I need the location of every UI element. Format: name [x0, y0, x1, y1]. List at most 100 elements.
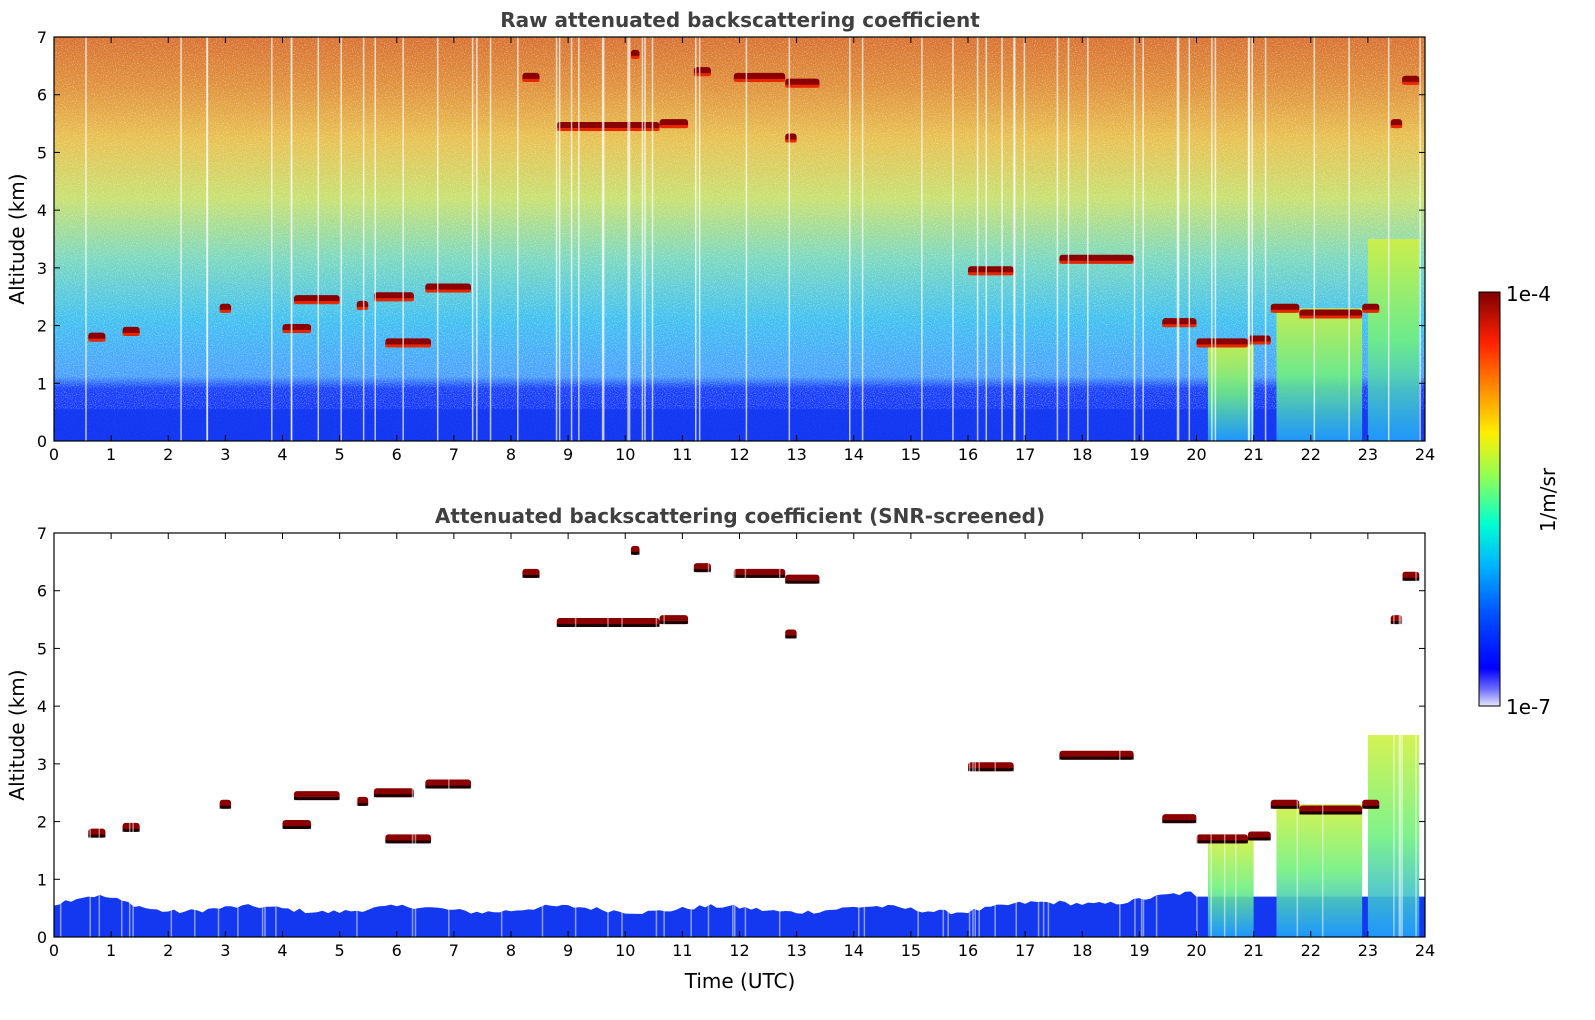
- data-gap: [1415, 533, 1417, 937]
- data-gap: [356, 533, 358, 937]
- data-gap: [976, 37, 979, 441]
- data-gap: [621, 533, 623, 937]
- y-tick-label: 6: [37, 582, 47, 601]
- cloud-base: [282, 825, 312, 829]
- cloud-base: [356, 306, 369, 310]
- cloud-base: [373, 298, 414, 302]
- cloud-base: [122, 828, 140, 832]
- data-gap: [1296, 533, 1299, 937]
- x-tick-label: 1: [106, 445, 116, 464]
- x-axis-label: Time (UTC): [684, 969, 796, 993]
- data-gap: [978, 533, 980, 937]
- data-gap: [340, 37, 342, 441]
- data-gap: [1196, 533, 1198, 937]
- cloud-base: [1247, 341, 1271, 345]
- data-gap: [627, 37, 629, 441]
- cloud-base: [733, 574, 786, 578]
- cloud-base: [522, 78, 540, 82]
- x-tick-label: 14: [844, 941, 864, 960]
- data-gap: [1067, 37, 1070, 441]
- y-tick-label: 2: [37, 813, 47, 832]
- data-gap: [744, 533, 747, 937]
- x-tick-label: 22: [1301, 445, 1321, 464]
- cloud-base: [385, 840, 432, 844]
- data-gap: [120, 533, 123, 937]
- x-tick-label: 21: [1243, 445, 1263, 464]
- y-tick-label: 2: [37, 317, 47, 336]
- cloud-base: [1390, 621, 1403, 625]
- data-gap: [448, 533, 450, 937]
- y-tick-label: 5: [37, 639, 47, 658]
- data-gap: [641, 37, 644, 441]
- data-gap: [402, 37, 404, 441]
- x-tick-label: 19: [1129, 941, 1149, 960]
- data-gap: [694, 37, 697, 441]
- data-gap: [1264, 37, 1267, 441]
- y-axis-label: Altitude (km): [5, 669, 29, 800]
- chart-title: Raw attenuated backscattering coefficien…: [500, 8, 980, 32]
- x-tick-label: 23: [1358, 941, 1378, 960]
- x-tick-label: 17: [1015, 445, 1035, 464]
- data-gap: [1142, 37, 1144, 441]
- x-tick-label: 4: [277, 445, 287, 464]
- colorbar-max-label: 1e-4: [1506, 282, 1551, 306]
- x-tick-label: 14: [844, 445, 864, 464]
- x-tick-label: 16: [958, 445, 978, 464]
- data-gap: [264, 533, 266, 937]
- x-tick-label: 8: [506, 941, 516, 960]
- cloud-base: [556, 127, 660, 131]
- cloud-base: [373, 794, 414, 798]
- data-gap: [1087, 37, 1089, 441]
- plot-area: [54, 37, 1425, 441]
- cloud-base: [88, 834, 106, 838]
- cloud-base: [1402, 577, 1420, 581]
- cloud-base: [785, 635, 797, 639]
- x-tick-label: 18: [1072, 445, 1092, 464]
- y-tick-label: 3: [37, 259, 47, 278]
- data-gap: [411, 533, 414, 937]
- data-gap: [570, 37, 573, 441]
- cloud-base: [356, 802, 369, 806]
- data-gap: [362, 37, 365, 441]
- cloud-base: [1299, 315, 1363, 319]
- data-gap: [1313, 37, 1316, 441]
- y-tick-label: 7: [37, 524, 47, 543]
- data-gap: [89, 533, 91, 937]
- noise-speckle: [54, 37, 1425, 441]
- cloud-base: [1362, 805, 1380, 809]
- data-gap: [555, 37, 558, 441]
- data-gap: [733, 533, 736, 937]
- x-tick-label: 5: [335, 445, 345, 464]
- y-tick-label: 3: [37, 755, 47, 774]
- x-tick-label: 2: [163, 941, 173, 960]
- cloud-base: [693, 73, 711, 77]
- data-gap: [574, 533, 577, 937]
- data-gap: [1251, 37, 1253, 441]
- cloud-base: [659, 621, 689, 625]
- y-axis: 0 1 2 3 4 5 6 7: [37, 524, 1425, 947]
- precipitation-column: [1276, 804, 1363, 937]
- y-tick-label: 1: [37, 374, 47, 393]
- data-gap: [374, 37, 376, 441]
- boundary-layer: [54, 891, 1425, 937]
- x-tick-label: 7: [449, 941, 459, 960]
- data-gap: [1014, 37, 1016, 441]
- x-tick-label: 9: [563, 941, 573, 960]
- cloud-base: [122, 332, 140, 336]
- x-tick-label: 18: [1072, 941, 1092, 960]
- data-gap: [500, 533, 503, 937]
- data-gap: [541, 533, 544, 937]
- data-gap: [921, 37, 923, 441]
- data-gap: [237, 533, 239, 937]
- data-gap: [1188, 37, 1191, 441]
- cloud-base: [425, 289, 472, 293]
- data-gap: [98, 533, 101, 937]
- x-tick-label: 2: [163, 445, 173, 464]
- x-tick-label: 0: [49, 445, 59, 464]
- data-gap: [489, 37, 492, 441]
- data-gap: [317, 37, 320, 441]
- precipitation-column: [1367, 239, 1420, 441]
- x-tick-label: 9: [563, 445, 573, 464]
- y-tick-label: 1: [37, 870, 47, 889]
